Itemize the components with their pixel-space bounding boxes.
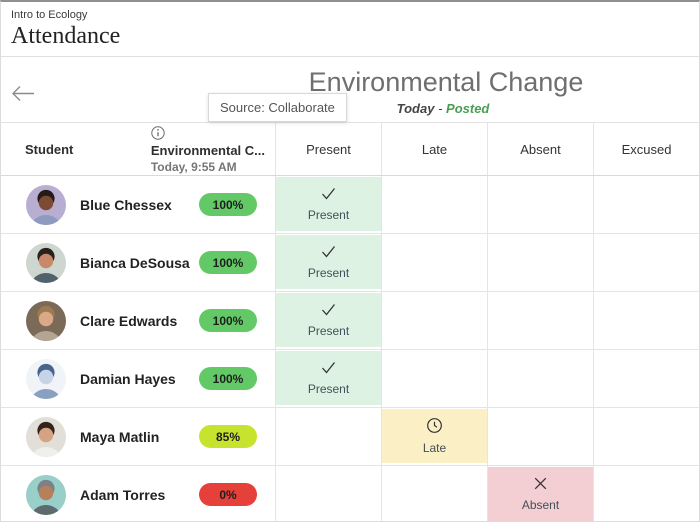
overall-score-pill: 85%: [199, 425, 257, 448]
student-name: Blue Chessex: [80, 196, 172, 213]
meeting-title: Environmental Change: [308, 67, 584, 97]
overall-score-pill: 100%: [199, 367, 257, 390]
status-cell-late[interactable]: [381, 350, 487, 407]
student-cell: Maya Matlin 85%: [1, 408, 275, 465]
top-bar: Intro to Ecology Attendance: [1, 2, 699, 57]
status-cell-absent[interactable]: [487, 408, 593, 465]
table-row: Adam Torres 0% Absent: [1, 466, 699, 521]
status-cell-present[interactable]: [275, 466, 381, 521]
status-cell-late[interactable]: [381, 176, 487, 233]
table-header: Student Environmental C... Today, 9:55 A…: [1, 123, 699, 176]
table-row: Clare Edwards 100% Present: [1, 292, 699, 350]
overall-score-pill: 100%: [199, 309, 257, 332]
status-cell-absent[interactable]: [487, 234, 593, 291]
student-name: Adam Torres: [80, 486, 166, 503]
overall-score-pill: 0%: [199, 483, 257, 506]
status-mark-label: Present: [307, 266, 350, 280]
avatar: [26, 300, 66, 341]
status-cell-late[interactable]: [381, 466, 487, 521]
source-tooltip-text: Source: Collaborate: [220, 100, 335, 115]
left-arrow-icon: [11, 85, 35, 105]
course-label: Intro to Ecology: [11, 9, 88, 21]
check-icon: [320, 244, 337, 259]
status-cell-excused[interactable]: [593, 466, 699, 521]
student-cell: Adam Torres 0%: [1, 466, 275, 521]
avatar: [26, 474, 66, 515]
status-cell-late[interactable]: Late: [381, 408, 487, 465]
table-row: Damian Hayes 100% Present: [1, 350, 699, 408]
avatar: [26, 416, 66, 457]
status-mark-label: Late: [422, 441, 447, 455]
check-icon: [320, 360, 337, 375]
check-icon: [320, 302, 337, 317]
posted-status: Posted: [446, 101, 490, 116]
status-mark-label: Present: [307, 208, 350, 222]
column-header-present: Present: [275, 123, 381, 175]
status-cell-present[interactable]: Present: [275, 292, 381, 349]
student-name: Damian Hayes: [80, 370, 176, 387]
page-title: Attendance: [11, 23, 121, 49]
status-mark-label: Present: [307, 382, 350, 396]
meeting-date: Today: [396, 101, 435, 116]
column-header-absent: Absent: [487, 123, 593, 175]
status-cell-present[interactable]: Present: [275, 234, 381, 291]
meeting-column-subtitle: Today, 9:55 AM: [150, 159, 237, 174]
status-cell-excused[interactable]: [593, 350, 699, 407]
info-button[interactable]: [151, 125, 165, 140]
table-row: Bianca DeSousa 100% Present: [1, 234, 699, 292]
status-cell-absent[interactable]: Absent: [487, 466, 593, 521]
student-cell: Damian Hayes 100%: [1, 350, 275, 407]
status-cell-absent[interactable]: [487, 292, 593, 349]
avatar: [26, 358, 66, 399]
status-cell-excused[interactable]: [593, 408, 699, 465]
status-cell-present[interactable]: [275, 408, 381, 465]
source-tooltip: Source: Collaborate: [208, 93, 347, 122]
status-cell-late[interactable]: [381, 234, 487, 291]
x-icon: [533, 476, 548, 491]
status-cell-absent[interactable]: [487, 176, 593, 233]
student-cell: Bianca DeSousa 100%: [1, 234, 275, 291]
overall-score-pill: 100%: [199, 193, 257, 216]
table-row: Maya Matlin 85% Late: [1, 408, 699, 466]
meeting-header: Environmental Change Today - Posted Sour…: [1, 57, 699, 123]
status-cell-absent[interactable]: [487, 350, 593, 407]
student-cell: Blue Chessex 100%: [1, 176, 275, 233]
student-name: Maya Matlin: [80, 428, 160, 445]
info-icon: [151, 125, 165, 143]
status-cell-late[interactable]: [381, 292, 487, 349]
separator: -: [438, 101, 443, 116]
back-button[interactable]: [11, 84, 39, 106]
student-cell: Clare Edwards 100%: [1, 292, 275, 349]
status-cell-excused[interactable]: [593, 234, 699, 291]
meeting-status-line: Today - Posted: [397, 101, 490, 116]
column-header-excused: Excused: [593, 123, 699, 175]
avatar: [26, 184, 66, 225]
status-cell-excused[interactable]: [593, 176, 699, 233]
status-mark-label: Present: [307, 324, 350, 338]
status-cell-present[interactable]: Present: [275, 176, 381, 233]
clock-icon: [426, 417, 443, 434]
check-icon: [320, 186, 337, 201]
student-column-header: Student: [25, 141, 74, 157]
status-mark-label: Absent: [521, 498, 560, 512]
meeting-column-title: Environmental C...: [150, 142, 265, 158]
meeting-column-header: Environmental C... Today, 9:55 AM: [151, 123, 275, 175]
student-name: Clare Edwards: [80, 312, 178, 329]
status-cell-present[interactable]: Present: [275, 350, 381, 407]
student-name: Bianca DeSousa: [80, 254, 190, 271]
avatar: [26, 242, 66, 283]
overall-score-pill: 100%: [199, 251, 257, 274]
column-header-late: Late: [381, 123, 487, 175]
status-cell-excused[interactable]: [593, 292, 699, 349]
table-row: Blue Chessex 100% Present: [1, 176, 699, 234]
